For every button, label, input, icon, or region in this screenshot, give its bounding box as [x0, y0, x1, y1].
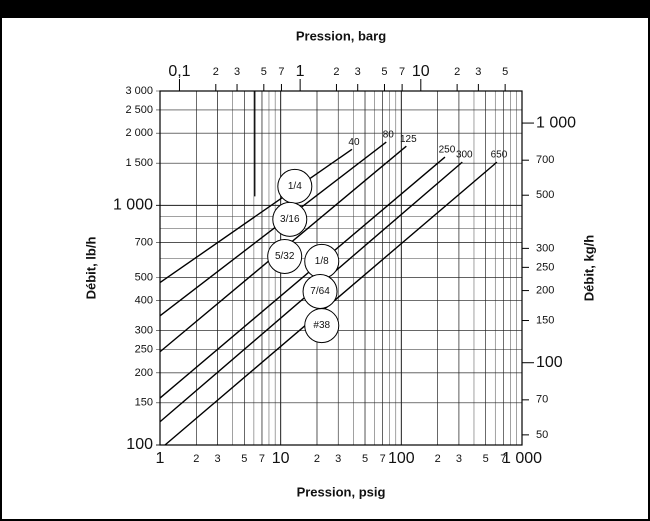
- orifice-label: 1/8: [315, 256, 329, 267]
- line-label: 250: [439, 145, 456, 156]
- x-tick-label: 5: [241, 453, 247, 465]
- y-tick-label: 100: [126, 436, 153, 453]
- x2-tick-label: 7: [278, 66, 284, 78]
- orifice-label: 1/4: [288, 181, 302, 192]
- x2-tick-label: 1: [296, 63, 305, 80]
- series-line: [159, 156, 446, 399]
- x2-tick-label: 2: [454, 66, 460, 78]
- y-tick-label: 2 000: [125, 127, 153, 139]
- x2-tick-label: 7: [399, 66, 405, 78]
- y-tick-label: 700: [135, 236, 153, 248]
- orifice-label: 5/32: [275, 251, 295, 262]
- y-axis-title: Débit, lb/h: [83, 237, 98, 300]
- line-label: 40: [348, 137, 360, 148]
- x-tick-label: 5: [483, 453, 489, 465]
- top-band: [0, 0, 650, 18]
- y-tick-label: 250: [135, 344, 153, 356]
- series-line: [159, 148, 353, 284]
- x2-tick-label: 5: [502, 66, 508, 78]
- y-tick-label: 500: [135, 271, 153, 283]
- y2-tick-label: 50: [536, 429, 548, 441]
- y2-axis-title: Débit, kg/h: [581, 235, 596, 302]
- y2-tick-label: 150: [536, 314, 554, 326]
- y2-tick-label: 1 000: [536, 114, 576, 131]
- y2-tick-label: 500: [536, 189, 554, 201]
- x2-tick-label: 3: [355, 66, 361, 78]
- y-tick-label: 300: [135, 325, 153, 337]
- plot-frame: [159, 90, 523, 446]
- x-tick-label: 3: [456, 453, 462, 465]
- y-tick-label: 200: [135, 367, 153, 379]
- y2-tick-label: 200: [536, 284, 554, 296]
- series-line: [159, 141, 387, 317]
- y2-tick-label: 70: [536, 394, 548, 406]
- y2-tick-label: 250: [536, 261, 554, 273]
- line-label: 650: [491, 150, 508, 161]
- orifice-circle: [272, 201, 308, 237]
- y-tick-label: 2 500: [125, 104, 153, 116]
- x-tick-label: 5: [362, 453, 368, 465]
- x-tick-label: 7: [500, 453, 506, 465]
- x-tick-label: 2: [435, 453, 441, 465]
- line-label: 125: [400, 134, 417, 145]
- orifice-circle: [267, 238, 303, 274]
- x2-tick-label: 2: [213, 66, 219, 78]
- x-tick-label: 1: [156, 450, 165, 467]
- x2-tick-label: 2: [333, 66, 339, 78]
- x2-tick-label: 3: [234, 66, 240, 78]
- y-tick-label: 1 000: [113, 197, 153, 214]
- y2-tick-label: 100: [536, 354, 563, 371]
- x-tick-label: 7: [380, 453, 386, 465]
- orifice-circle: [304, 308, 340, 344]
- y-tick-label: 400: [135, 295, 153, 307]
- y-tick-label: 150: [135, 397, 153, 409]
- x2-tick-label: 3: [475, 66, 481, 78]
- y-tick-label: 3 000: [125, 85, 153, 97]
- x-tick-label: 3: [335, 453, 341, 465]
- x-tick-label: 10: [272, 450, 290, 467]
- x-axis-title: Pression, psig: [297, 484, 386, 499]
- top-axis-title: Pression, barg: [296, 28, 386, 43]
- orifice-label: #38: [313, 320, 330, 331]
- x-tick-label: 3: [215, 453, 221, 465]
- y-tick-label: 1 500: [125, 157, 153, 169]
- y2-tick-label: 300: [536, 242, 554, 254]
- x-tick-label: 100: [388, 450, 415, 467]
- orifice-label: 7/64: [310, 286, 330, 297]
- y2-tick-label: 700: [536, 154, 554, 166]
- orifice-label: 3/16: [280, 214, 300, 225]
- line-label: 80: [383, 130, 395, 141]
- x-tick-label: 2: [193, 453, 199, 465]
- x-tick-label: 7: [259, 453, 265, 465]
- x2-tick-label: 10: [412, 63, 430, 80]
- x2-tick-label: 5: [381, 66, 387, 78]
- x2-tick-label: 0,1: [168, 63, 190, 80]
- x-tick-label: 2: [314, 453, 320, 465]
- x-tick-label: 1 000: [502, 450, 542, 467]
- x2-tick-label: 5: [261, 66, 267, 78]
- line-label: 300: [456, 150, 473, 161]
